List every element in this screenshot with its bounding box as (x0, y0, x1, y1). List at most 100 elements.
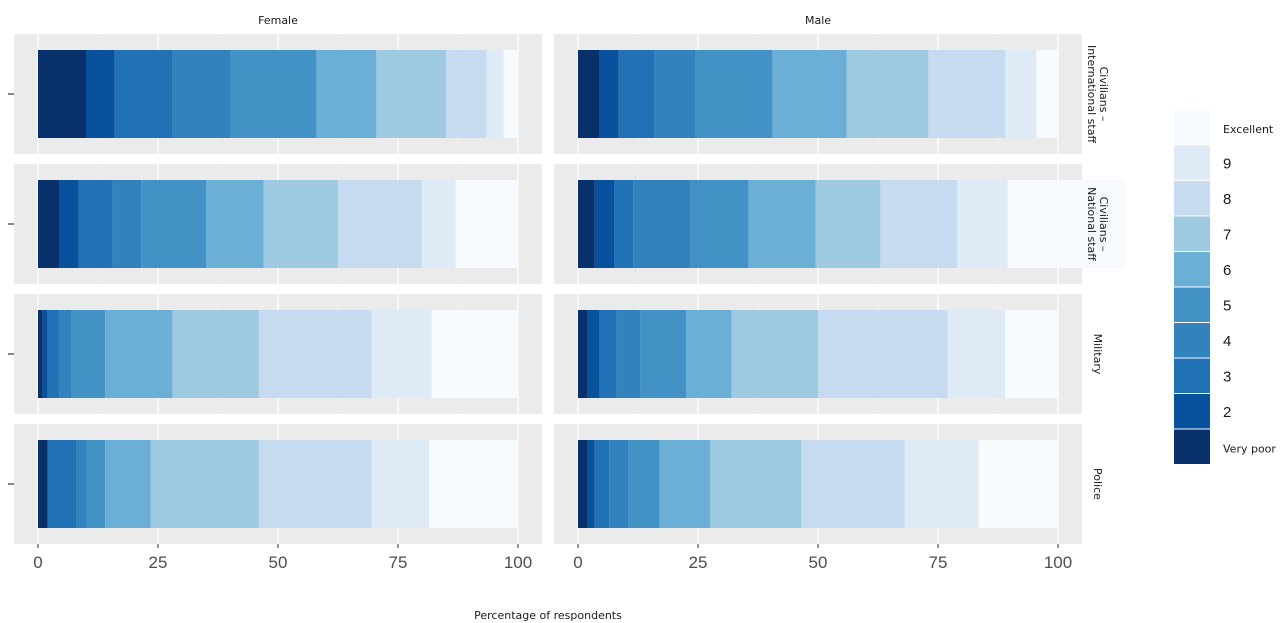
facet-strip-2: Military (1091, 334, 1104, 375)
bar-segment-4 (172, 50, 230, 138)
legend-label: 2 (1223, 404, 1231, 421)
bar-segment-2 (594, 180, 614, 268)
x-axis-title: Percentage of respondents (474, 609, 622, 622)
bar-segment-7 (376, 50, 446, 138)
x-tick-label: 75 (389, 553, 408, 572)
facet-strip-1: Civilians –National staff (1085, 187, 1110, 261)
bar-segment-6 (748, 180, 816, 268)
bar-segment-very-poor (578, 180, 595, 268)
bar-segment-very-poor (38, 440, 48, 528)
legend-key (1174, 110, 1210, 145)
bar-segment-2 (599, 50, 619, 138)
bar-segment-8 (338, 180, 422, 268)
bar-segment-very-poor (38, 180, 60, 268)
bar-segment-4 (112, 180, 142, 268)
bar-segment-4 (59, 310, 72, 398)
bar-segment-8 (258, 310, 372, 398)
legend-label: Excellent (1223, 123, 1274, 136)
bar-segment-6 (772, 50, 847, 138)
legend-label: 9 (1223, 155, 1231, 172)
legend-key (1174, 358, 1210, 393)
legend-key (1174, 323, 1210, 358)
bar-segment-3 (47, 440, 77, 528)
bar-segment-2 (86, 50, 115, 138)
bar-segment-9 (957, 180, 1008, 268)
legend-label: 3 (1223, 368, 1231, 385)
bar-segment-9 (904, 440, 979, 528)
bar-segment-3 (78, 180, 113, 268)
x-tick-label: 25 (689, 553, 708, 572)
facet-header-male: Male (805, 14, 831, 27)
bar-segment-7 (172, 310, 259, 398)
bar-segment-very-poor (578, 50, 600, 138)
bar-segment-5 (640, 310, 686, 398)
bar-segment-9 (947, 310, 1006, 398)
bar-segment-6 (206, 180, 264, 268)
bar-segment-4 (609, 440, 629, 528)
bar-segment-8 (880, 180, 958, 268)
bar-segment-excellent (978, 440, 1058, 528)
x-tick-label: 25 (149, 553, 168, 572)
legend-key (1174, 252, 1210, 287)
bar-segment-7 (846, 50, 929, 138)
facet-header-female: Female (258, 14, 298, 27)
legend-key (1174, 287, 1210, 322)
bar-segment-3 (47, 310, 60, 398)
bar-segment-4 (616, 310, 641, 398)
facet-row-label: Military (1091, 334, 1104, 375)
bar-segment-2 (42, 310, 48, 398)
bar-segment-6 (316, 50, 377, 138)
facet-row-label: International staff (1085, 45, 1098, 143)
facet-row-label: Civilians – (1097, 197, 1110, 252)
legend-key (1174, 394, 1210, 429)
bar-segment-3 (614, 180, 634, 268)
bar-segment-7 (263, 180, 338, 268)
bar-segment-excellent (429, 440, 518, 528)
bar-segment-5 (230, 50, 317, 138)
bar-segment-8 (258, 440, 372, 528)
bar-segment-very-poor (38, 310, 43, 398)
bar-segment-7 (710, 440, 802, 528)
x-tick-label: 0 (33, 553, 42, 572)
bar-segment-6 (105, 310, 173, 398)
x-tick-label: 0 (573, 553, 582, 572)
bar-segment-9 (1005, 50, 1037, 138)
legend-label: Very poor (1223, 442, 1276, 455)
legend-label: 7 (1223, 226, 1231, 243)
bar-segment-8 (928, 50, 1006, 138)
bar-segment-excellent (1005, 310, 1058, 398)
bar-segment-8 (818, 310, 948, 398)
bar-segment-9 (371, 440, 430, 528)
x-tick-label: 75 (929, 553, 948, 572)
bar-segment-3 (114, 50, 173, 138)
bar-segment-5 (86, 440, 106, 528)
bar-segment-excellent (455, 180, 518, 268)
legend-key (1174, 181, 1210, 216)
bar-segment-7 (150, 440, 259, 528)
bar-segment-6 (105, 440, 151, 528)
x-tick-label: 100 (504, 553, 532, 572)
bar-segment-4 (76, 440, 86, 528)
bar-segment-5 (71, 310, 106, 398)
facet-strip-3: Police (1091, 468, 1104, 500)
bar-segment-6 (686, 310, 732, 398)
bar-segment-2 (587, 440, 595, 528)
legend-label: 5 (1223, 297, 1231, 314)
bar-segment-9 (486, 50, 504, 138)
bar-segment-8 (801, 440, 905, 528)
facet-row-label: Civilians – (1097, 67, 1110, 122)
bar-segment-8 (446, 50, 487, 138)
bar-segment-very-poor (38, 50, 86, 138)
x-tick-label: 50 (809, 553, 828, 572)
bar-segment-5 (141, 180, 206, 268)
bar-segment-3 (618, 50, 655, 138)
legend-label: 4 (1223, 333, 1231, 350)
bar-segment-excellent (1036, 50, 1058, 138)
x-tick-label: 100 (1044, 553, 1072, 572)
x-tick-label: 50 (269, 553, 288, 572)
bar-segment-9 (422, 180, 456, 268)
bar-segment-5 (628, 440, 660, 528)
legend-key (1174, 216, 1210, 251)
legend-key (1174, 145, 1210, 180)
bar-segment-4 (654, 50, 696, 138)
